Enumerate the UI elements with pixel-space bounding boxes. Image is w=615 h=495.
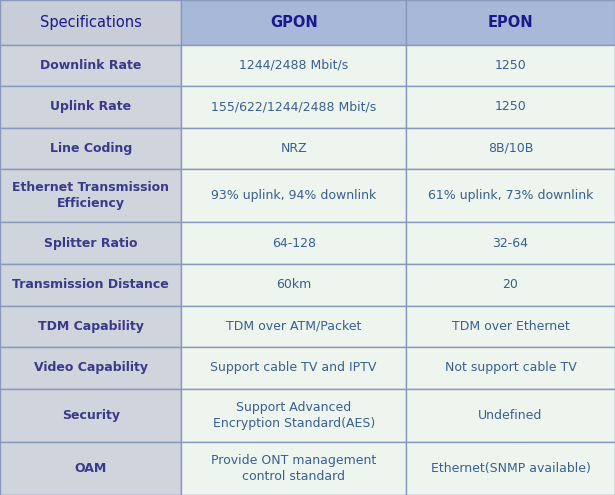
FancyBboxPatch shape xyxy=(0,169,181,222)
Text: 61% uplink, 73% downlink: 61% uplink, 73% downlink xyxy=(428,189,593,202)
FancyBboxPatch shape xyxy=(406,169,615,222)
Text: TDM over ATM/Packet: TDM over ATM/Packet xyxy=(226,320,362,333)
FancyBboxPatch shape xyxy=(0,86,181,128)
FancyBboxPatch shape xyxy=(181,222,406,264)
Text: TDM over Ethernet: TDM over Ethernet xyxy=(451,320,569,333)
FancyBboxPatch shape xyxy=(0,45,181,86)
Text: Transmission Distance: Transmission Distance xyxy=(12,278,169,291)
FancyBboxPatch shape xyxy=(181,0,406,45)
Text: 60km: 60km xyxy=(276,278,311,291)
FancyBboxPatch shape xyxy=(0,264,181,305)
Text: NRZ: NRZ xyxy=(280,142,307,155)
Text: Video Capability: Video Capability xyxy=(34,361,148,374)
Text: Not support cable TV: Not support cable TV xyxy=(445,361,576,374)
FancyBboxPatch shape xyxy=(0,222,181,264)
Text: 93% uplink, 94% downlink: 93% uplink, 94% downlink xyxy=(211,189,376,202)
Text: Support cable TV and IPTV: Support cable TV and IPTV xyxy=(210,361,377,374)
FancyBboxPatch shape xyxy=(406,222,615,264)
Text: Line Coding: Line Coding xyxy=(50,142,132,155)
FancyBboxPatch shape xyxy=(0,128,181,169)
FancyBboxPatch shape xyxy=(406,442,615,495)
FancyBboxPatch shape xyxy=(181,45,406,86)
Text: 155/622/1244/2488 Mbit/s: 155/622/1244/2488 Mbit/s xyxy=(211,100,376,113)
Text: 20: 20 xyxy=(502,278,518,291)
FancyBboxPatch shape xyxy=(406,0,615,45)
FancyBboxPatch shape xyxy=(406,128,615,169)
FancyBboxPatch shape xyxy=(181,305,406,347)
FancyBboxPatch shape xyxy=(0,389,181,442)
Text: Provide ONT management
control standard: Provide ONT management control standard xyxy=(211,454,376,483)
Text: 1244/2488 Mbit/s: 1244/2488 Mbit/s xyxy=(239,59,348,72)
Text: Undefined: Undefined xyxy=(478,409,542,422)
Text: 1250: 1250 xyxy=(494,59,526,72)
Text: Ethernet(SNMP available): Ethernet(SNMP available) xyxy=(430,462,590,475)
Text: Security: Security xyxy=(62,409,120,422)
FancyBboxPatch shape xyxy=(0,305,181,347)
Text: 8B/10B: 8B/10B xyxy=(488,142,533,155)
Text: Uplink Rate: Uplink Rate xyxy=(50,100,131,113)
FancyBboxPatch shape xyxy=(406,45,615,86)
Text: OAM: OAM xyxy=(74,462,107,475)
Text: Splitter Ratio: Splitter Ratio xyxy=(44,237,138,249)
Text: GPON: GPON xyxy=(270,15,317,30)
Text: Ethernet Transmission
Efficiency: Ethernet Transmission Efficiency xyxy=(12,181,169,210)
Text: EPON: EPON xyxy=(488,15,533,30)
FancyBboxPatch shape xyxy=(406,389,615,442)
FancyBboxPatch shape xyxy=(0,347,181,389)
FancyBboxPatch shape xyxy=(0,442,181,495)
FancyBboxPatch shape xyxy=(406,86,615,128)
Text: Specifications: Specifications xyxy=(40,15,141,30)
Text: Support Advanced
Encryption Standard(AES): Support Advanced Encryption Standard(AES… xyxy=(213,400,375,430)
FancyBboxPatch shape xyxy=(0,0,181,45)
FancyBboxPatch shape xyxy=(181,86,406,128)
Text: Downlink Rate: Downlink Rate xyxy=(40,59,141,72)
FancyBboxPatch shape xyxy=(406,347,615,389)
FancyBboxPatch shape xyxy=(181,264,406,305)
Text: 64-128: 64-128 xyxy=(272,237,315,249)
Text: 32-64: 32-64 xyxy=(493,237,528,249)
Text: 1250: 1250 xyxy=(494,100,526,113)
FancyBboxPatch shape xyxy=(406,305,615,347)
Text: TDM Capability: TDM Capability xyxy=(38,320,144,333)
FancyBboxPatch shape xyxy=(181,169,406,222)
FancyBboxPatch shape xyxy=(181,347,406,389)
FancyBboxPatch shape xyxy=(181,128,406,169)
FancyBboxPatch shape xyxy=(181,442,406,495)
FancyBboxPatch shape xyxy=(181,389,406,442)
FancyBboxPatch shape xyxy=(406,264,615,305)
